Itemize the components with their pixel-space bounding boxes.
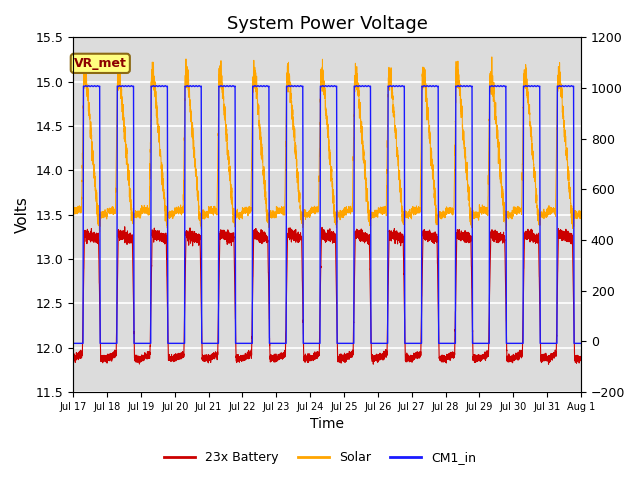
Legend: 23x Battery, Solar, CM1_in: 23x Battery, Solar, CM1_in: [159, 446, 481, 469]
Y-axis label: Volts: Volts: [15, 196, 30, 233]
Text: VR_met: VR_met: [74, 57, 127, 70]
X-axis label: Time: Time: [310, 418, 344, 432]
Title: System Power Voltage: System Power Voltage: [227, 15, 428, 33]
